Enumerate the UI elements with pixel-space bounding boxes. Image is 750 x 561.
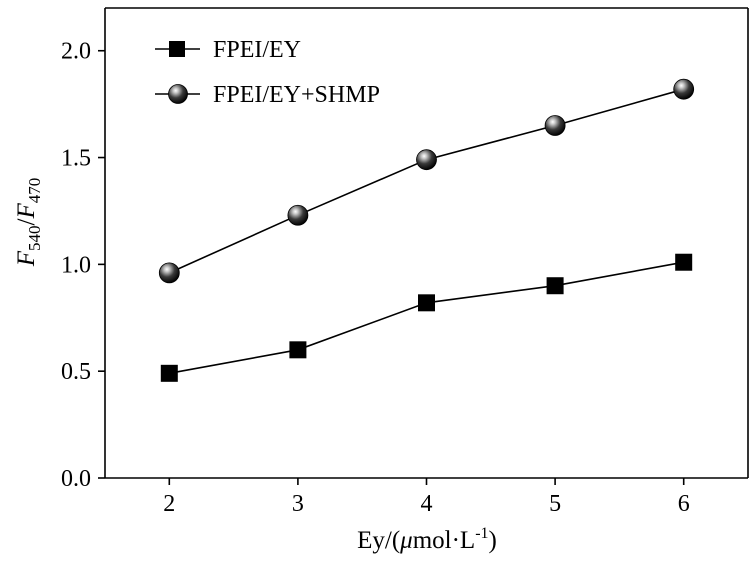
x-label-mu: μ bbox=[399, 527, 413, 554]
data-point bbox=[675, 253, 693, 271]
x-tick-label: 2 bbox=[163, 491, 175, 517]
legend-marker-sphere bbox=[168, 84, 188, 104]
x-label-pre: Ey/( bbox=[357, 527, 400, 554]
x-tick-label: 6 bbox=[678, 491, 690, 517]
legend-entry-fpei-ey-shmp: FPEI/EY+SHMP bbox=[155, 82, 380, 108]
data-point bbox=[418, 294, 435, 312]
legend-entry-fpei-ey: FPEI/EY bbox=[155, 37, 301, 63]
series-line bbox=[168, 88, 684, 274]
data-point bbox=[287, 204, 309, 226]
legend-label-fpei-ey: FPEI/EY bbox=[213, 37, 301, 63]
series-line bbox=[169, 261, 684, 375]
x-axis-label: Ey/(μmol·L-1) bbox=[357, 525, 497, 554]
plot-area bbox=[104, 7, 749, 479]
y-label-f1: F bbox=[13, 250, 40, 267]
y-label-slash: / bbox=[13, 218, 40, 225]
legend: FPEI/EY FPEI/EY+SHMP bbox=[155, 37, 380, 108]
y-axis: 0.0 0.5 1.0 1.5 2.0 bbox=[61, 39, 105, 492]
x-tick-label: 3 bbox=[292, 491, 304, 517]
series-layer bbox=[158, 78, 695, 382]
data-point bbox=[546, 277, 564, 295]
data-point bbox=[416, 149, 437, 171]
y-tick-label: 2.0 bbox=[61, 39, 91, 65]
x-label-mid: mol·L bbox=[413, 527, 476, 554]
y-label-f2: F bbox=[13, 203, 40, 220]
x-axis: 2 3 4 5 6 bbox=[163, 478, 690, 517]
y-tick-label: 1.0 bbox=[61, 252, 91, 278]
x-label-post: ) bbox=[489, 527, 497, 554]
y-tick-label: 0.0 bbox=[61, 466, 91, 492]
series-2 bbox=[158, 78, 695, 284]
data-point bbox=[289, 341, 307, 359]
data-point bbox=[160, 364, 178, 382]
y-label-sub1: 540 bbox=[25, 225, 44, 251]
data-point bbox=[158, 262, 180, 284]
y-tick-label: 1.5 bbox=[61, 146, 91, 172]
y-axis-label: F540/F470 bbox=[13, 178, 44, 268]
x-label-sup: -1 bbox=[475, 525, 488, 542]
y-tick-label: 0.5 bbox=[61, 359, 91, 385]
legend-marker-square bbox=[169, 41, 185, 57]
data-point bbox=[544, 115, 566, 136]
data-point bbox=[673, 78, 695, 100]
x-tick-label: 4 bbox=[421, 491, 433, 517]
x-tick-label: 5 bbox=[549, 491, 561, 517]
legend-label-fpei-ey-shmp: FPEI/EY+SHMP bbox=[213, 82, 380, 108]
series-1 bbox=[160, 253, 693, 382]
y-label-sub2: 470 bbox=[25, 178, 44, 204]
